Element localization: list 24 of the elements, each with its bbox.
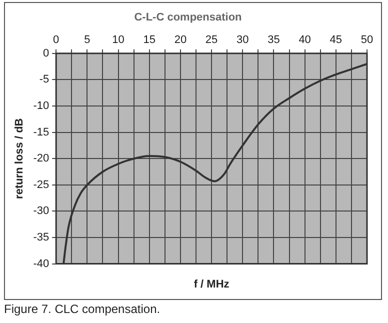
- y-tick-label: -20: [33, 152, 50, 165]
- x-tick-label: 45: [330, 34, 342, 46]
- y-tick-label: -40: [33, 258, 50, 270]
- x-tick-label: 10: [112, 34, 124, 46]
- chart-title: C-L-C compensation: [134, 12, 242, 24]
- y-tick-label: -35: [33, 232, 50, 244]
- x-tick-label: 35: [268, 34, 280, 46]
- y-tick-label: -10: [33, 100, 50, 112]
- y-tick-label: -15: [33, 126, 50, 138]
- x-tick-label: 25: [205, 34, 218, 46]
- y-tick-label: 0: [42, 47, 50, 60]
- caption: Figure 7. CLC compensation.: [4, 302, 160, 316]
- x-tick-label: 20: [174, 34, 187, 46]
- x-tick-label: 15: [143, 34, 156, 46]
- x-tick-label: 40: [298, 34, 311, 46]
- y-axis-title: return loss / dB: [14, 118, 26, 199]
- x-tick-label: 30: [236, 34, 249, 46]
- x-tick-label: 0: [53, 34, 60, 46]
- y-tick-label: -5: [39, 74, 50, 86]
- y-tick-label: -25: [33, 178, 50, 191]
- y-tick-label: -30: [33, 205, 50, 218]
- x-tick-label: 50: [360, 34, 374, 46]
- x-tick-label: 5: [84, 34, 90, 46]
- x-axis-title: f / MHz: [194, 278, 230, 290]
